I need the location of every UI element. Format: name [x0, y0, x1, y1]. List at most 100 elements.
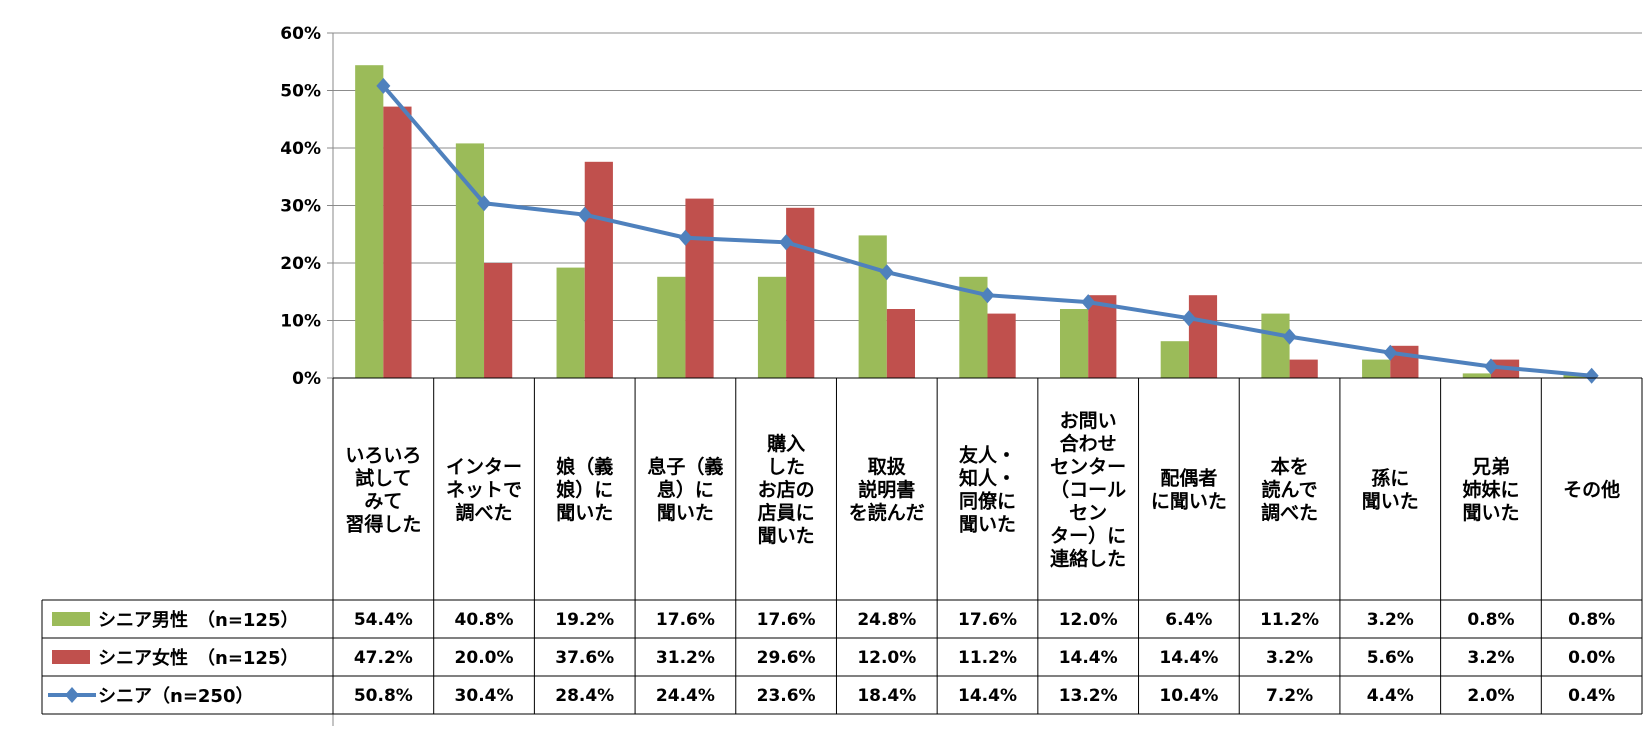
category-label: その他 [1563, 478, 1620, 501]
bar-male [1462, 373, 1491, 378]
category-label-line: ネットで [446, 479, 522, 501]
data-label: 4.4% [1367, 686, 1414, 706]
category-label-line: お店の [758, 478, 815, 501]
category-label-line: 調べた [456, 501, 513, 524]
point-all [1181, 310, 1196, 327]
y-tick-label: 60% [280, 24, 321, 44]
category-label: お問い合わせセンター（コールセンター）に連絡した [1050, 410, 1126, 570]
category-label-line: みて [364, 491, 402, 513]
category-label: 孫に聞いた [1362, 467, 1419, 513]
data-label: 24.8% [857, 610, 916, 630]
data-label: 5.6% [1367, 648, 1414, 668]
data-label: 3.2% [1266, 648, 1313, 668]
data-label: 0.0% [1568, 648, 1615, 668]
category-label-line: 同僚に [959, 490, 1016, 513]
category-label-line: ター）に [1050, 524, 1126, 547]
data-label: 23.6% [757, 686, 816, 706]
legend-key [52, 612, 90, 626]
bar-female [987, 313, 1016, 378]
category-label-line: 兄弟 [1471, 455, 1510, 478]
data-label: 40.8% [455, 610, 514, 630]
bar-female [1188, 295, 1218, 378]
category-label-line: 知人・ [959, 467, 1016, 490]
category-label: 息子（義息）に聞いた [647, 455, 723, 524]
category-label-line: 調べた [1261, 501, 1318, 524]
category-label-line: 孫に [1371, 467, 1409, 490]
line-series [376, 77, 1599, 384]
category-label-line: 説明書 [858, 478, 915, 501]
y-tick-label: 30% [280, 197, 321, 217]
data-label: 17.6% [656, 610, 715, 630]
legend-key [52, 650, 90, 664]
category-label: 配偶者に聞いた [1151, 467, 1227, 513]
data-label: 11.2% [958, 648, 1017, 668]
category-label: 取扱説明書を読んだ [849, 455, 925, 524]
bar-male [556, 267, 585, 378]
bar-female [685, 198, 714, 378]
category-label-line: 連絡した [1050, 547, 1126, 570]
data-label: 30.4% [455, 686, 514, 706]
category-label-line: セン [1069, 502, 1107, 524]
bar-female [1088, 295, 1117, 378]
category-label-line: した [767, 456, 805, 478]
data-label: 14.4% [958, 686, 1017, 706]
bar-male [1362, 359, 1391, 378]
category-label-line: 合わせ [1060, 432, 1117, 455]
bar-male [1261, 313, 1290, 378]
category-label-line: 息子（義 [647, 455, 723, 478]
data-label: 14.4% [1159, 648, 1218, 668]
category-label: いろいろ試してみて習得した [345, 445, 421, 536]
legend-label: シニア（n=250） [98, 686, 253, 707]
data-label: 3.2% [1467, 648, 1514, 668]
y-tick-label: 20% [280, 254, 321, 274]
data-label: 11.2% [1260, 610, 1319, 630]
y-tick-label: 0% [292, 369, 321, 389]
category-label-line: 読んで [1262, 478, 1318, 501]
category-label-line: 聞いた [1362, 491, 1419, 513]
bar-female [786, 207, 815, 378]
bar-male [455, 143, 485, 378]
category-label-line: 本を [1271, 455, 1309, 478]
data-table: いろいろ試してみて習得したインターネットで調べた娘（義娘）に聞いた息子（義息）に… [41, 377, 1643, 715]
category-label-line: に聞いた [1151, 491, 1227, 513]
point-all [1282, 328, 1297, 345]
point-all [477, 195, 492, 212]
legend-key-marker [65, 687, 79, 703]
bar-female [484, 263, 513, 378]
category-label: 購入したお店の店員に聞いた [758, 432, 815, 547]
category-label-line: 購入 [767, 432, 805, 455]
category-label: 娘（義娘）に聞いた [556, 455, 613, 524]
data-label: 19.2% [555, 610, 614, 630]
data-label: 29.6% [757, 648, 816, 668]
legend-label: シニア女性 （n=125） [98, 647, 298, 669]
category-label-line: 試して [355, 467, 411, 490]
data-label: 6.4% [1165, 610, 1212, 630]
category-label-line: を読んだ [849, 501, 925, 524]
category-label-line: いろいろ [345, 445, 421, 467]
data-label: 0.4% [1568, 686, 1615, 706]
category-label-line: 聞いた [758, 525, 815, 547]
category-label-line: 娘）に [556, 478, 613, 501]
category-label-line: センター [1050, 456, 1126, 478]
category-label-line: 習得した [345, 513, 421, 536]
category-label: 本を読んで調べた [1261, 455, 1318, 524]
category-label-line: インター [446, 456, 522, 478]
category-label-line: 店員に [758, 501, 815, 524]
bars [355, 65, 1592, 378]
category-label-line: 聞いた [1462, 502, 1519, 524]
point-all [980, 287, 995, 304]
data-label: 2.0% [1467, 686, 1514, 706]
data-label: 7.2% [1266, 686, 1313, 706]
data-label: 0.8% [1568, 610, 1615, 630]
bar-male [657, 276, 686, 378]
category-label-line: 姉妹に [1462, 478, 1519, 501]
data-label: 0.8% [1467, 610, 1514, 630]
data-label: 37.6% [555, 648, 614, 668]
bar-male [1160, 341, 1189, 378]
data-label: 28.4% [555, 686, 614, 706]
bar-female [886, 309, 916, 378]
point-all [1483, 358, 1498, 375]
data-label: 17.6% [958, 610, 1017, 630]
point-all [577, 206, 592, 223]
